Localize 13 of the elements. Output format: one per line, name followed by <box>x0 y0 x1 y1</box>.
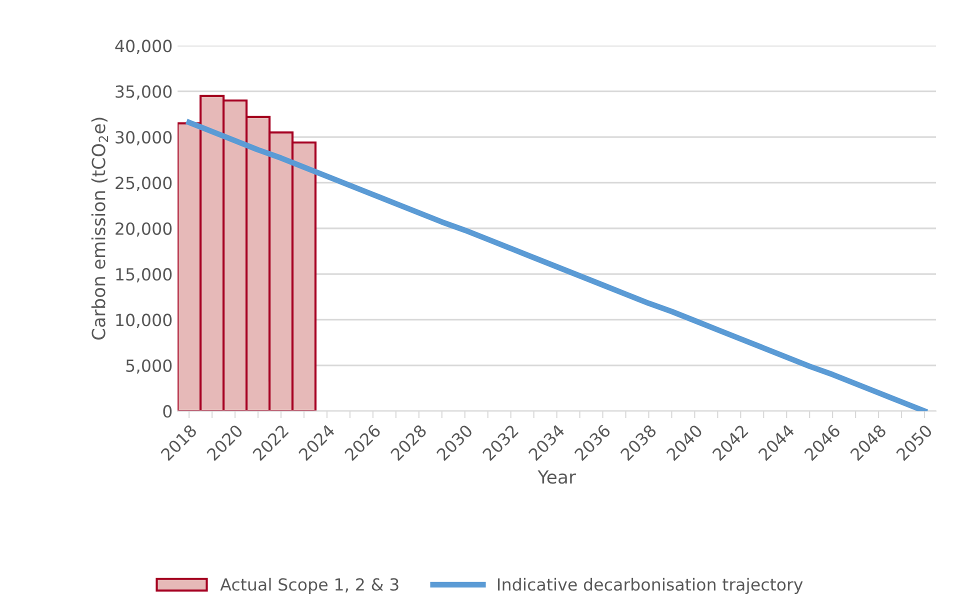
legend-label: Indicative decarbonisation trajectory <box>498 578 803 594</box>
y-tick-label: 35,000 <box>116 85 172 100</box>
y-tick-label: 15,000 <box>116 268 172 282</box>
y-tick-label: 40,000 <box>115 40 172 54</box>
y-tick-label: 0 <box>163 405 172 418</box>
y-axis-title: Carbon emission (tCO$_{2}$e) <box>91 118 108 340</box>
y-tick-label: 25,000 <box>116 176 172 191</box>
x-axis-title: Year <box>538 470 576 484</box>
y-tick-label: 5,000 <box>126 359 172 374</box>
y-tick-label: 10,000 <box>116 314 172 328</box>
legend-label: Actual Scope 1, 2 & 3 <box>220 578 398 594</box>
y-tick-label: 30,000 <box>116 130 172 146</box>
y-tick-label: 20,000 <box>116 222 172 237</box>
